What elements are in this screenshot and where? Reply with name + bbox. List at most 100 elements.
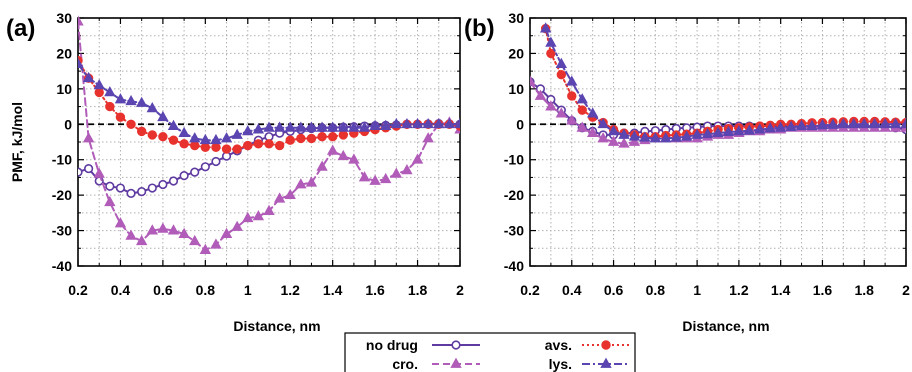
data-point-cro (125, 229, 137, 240)
data-point-lys (680, 130, 693, 141)
data-point-lys (764, 122, 776, 133)
data-point-lys (795, 119, 808, 130)
data-point-lys (178, 126, 190, 138)
x-axis-title: Distance, nm (682, 318, 769, 334)
data-point-lys (411, 117, 424, 129)
data-point-lys (210, 133, 222, 145)
data-point-avs (243, 140, 253, 151)
series-lys (78, 57, 460, 145)
data-point-cro (555, 107, 568, 118)
data-point-no_drug (190, 167, 200, 177)
data-point-cro (104, 195, 116, 207)
x-tick-label: 1.6 (813, 282, 833, 298)
data-point-lys (433, 117, 445, 129)
x-tick-label: 0.8 (646, 282, 666, 298)
x-tick-label: 0.4 (562, 282, 582, 298)
y-tick-label: -10 (52, 152, 72, 168)
data-point-lys (263, 121, 275, 132)
x-tick-label: 0.4 (111, 282, 131, 298)
data-point-cro (189, 234, 201, 246)
data-point-lys (337, 121, 349, 132)
y-tick-label: 30 (56, 10, 72, 26)
data-point-cro (146, 224, 158, 235)
data-point-lys (358, 121, 371, 132)
data-point-lys (774, 121, 787, 132)
y-tick-label: 10 (56, 81, 72, 97)
data-point-cro (295, 178, 307, 189)
data-point-no_drug (168, 176, 179, 186)
data-point-lys (900, 117, 906, 129)
data-point-lys (135, 96, 148, 107)
data-point-cro (597, 132, 609, 143)
data-point-avs (232, 144, 242, 154)
data-point-cro (618, 137, 630, 148)
legend: no drug cro. avs. lys. (344, 332, 636, 372)
y-tick-label: 10 (508, 81, 524, 97)
data-point-no_drug (179, 171, 189, 181)
data-point-avs (317, 131, 327, 142)
data-point-avs (126, 119, 136, 129)
data-point-cro (607, 135, 620, 146)
data-point-lys (743, 124, 756, 135)
x-tick-label: 0.2 (68, 282, 88, 298)
data-point-cro (231, 220, 243, 231)
data-point-cro (93, 167, 105, 178)
data-point-cro (411, 153, 424, 164)
data-point-cro (252, 210, 265, 221)
data-point-lys (242, 125, 254, 136)
data-point-lys (390, 117, 403, 129)
data-point-lys (837, 117, 850, 129)
data-point-no_drug (200, 162, 210, 172)
data-point-cro (114, 217, 127, 228)
data-point-lys (576, 93, 588, 104)
y-tick-label: -20 (504, 187, 524, 203)
data-point-lys (889, 117, 902, 129)
data-point-cro (566, 114, 578, 125)
data-point-avs (115, 112, 126, 122)
y-tick-label: -20 (52, 187, 72, 203)
data-point-cro (78, 15, 84, 26)
data-point-no_drug (147, 183, 157, 193)
data-point-cro (263, 204, 275, 215)
data-point-lys (539, 22, 552, 33)
data-point-cro (199, 243, 212, 254)
legend-entry-cro: cro. (392, 356, 480, 372)
y-tick-label: 20 (508, 45, 524, 61)
data-point-avs (264, 139, 274, 149)
data-point-no_drug (211, 156, 221, 167)
y-tick-label: -10 (504, 152, 524, 168)
data-point-cro (358, 171, 371, 182)
data-point-lys (348, 121, 360, 132)
x-tick-label: 2 (902, 282, 910, 298)
data-point-avs (221, 144, 232, 154)
data-point-cro (167, 224, 180, 235)
legend-entry-lys: lys. (549, 356, 630, 372)
y-tick-label: -30 (52, 223, 72, 239)
y-tick-label: -40 (52, 258, 72, 274)
data-point-lys (443, 117, 456, 129)
legend-box (344, 332, 636, 372)
data-point-cro (178, 227, 190, 239)
x-tick-label: 1.2 (280, 282, 300, 298)
data-point-no_drug (84, 163, 94, 174)
data-point-cro (337, 149, 349, 161)
x-tick-label: 0.8 (196, 282, 216, 298)
data-point-lys (722, 125, 735, 136)
data-point-no_drug (126, 188, 136, 198)
data-point-lys (639, 131, 651, 142)
legend-swatch-marker (450, 357, 462, 368)
data-point-cro (316, 160, 328, 171)
panel-label: (b) (464, 15, 495, 42)
data-point-lys (649, 132, 662, 143)
data-point-avs (296, 133, 306, 144)
data-point-lys (93, 78, 105, 90)
data-point-cro (273, 192, 286, 203)
tick-labels: 0.2 0.4 0.6 0.8 1 1.2 1.4 1.6 1.8 2 -40 -30 -20 -10 0 1… (504, 10, 910, 298)
data-point-avs (158, 131, 168, 142)
data-point-lys (401, 117, 413, 129)
grid (529, 17, 907, 267)
data-point-lys (189, 132, 201, 143)
data-point-avs (274, 140, 285, 151)
x-axis-title: Distance, nm (233, 318, 320, 334)
